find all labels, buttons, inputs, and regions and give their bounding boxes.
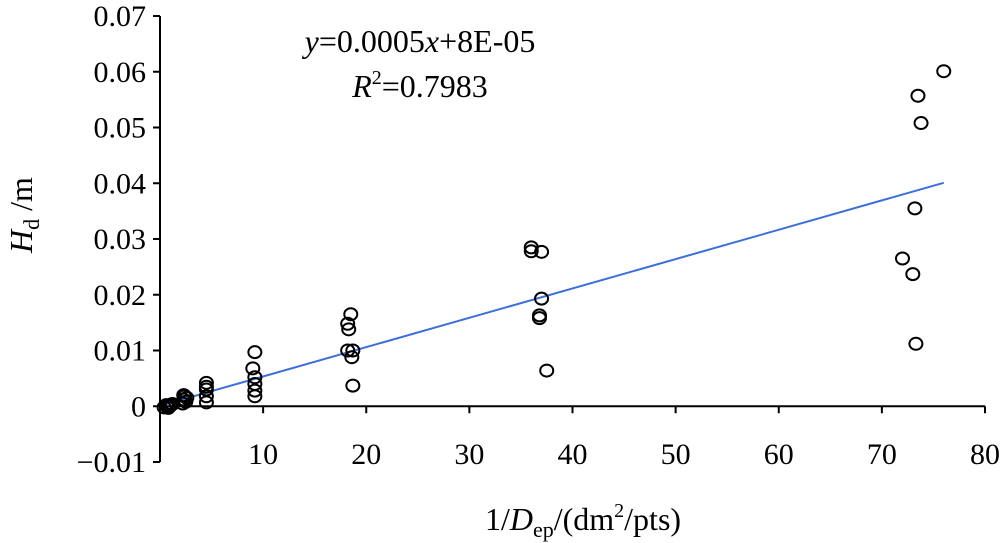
data-point (198, 389, 214, 404)
trend-equation: y=0.0005x+8E-05 (302, 23, 536, 59)
y-tick-marks (153, 15, 160, 463)
data-point (176, 388, 192, 403)
data-point (198, 375, 214, 390)
data-point (345, 343, 361, 358)
x-axis-title: 1/Dep/(dm2/pts) (485, 500, 681, 542)
y-tick-label: 0.05 (94, 112, 147, 145)
trendline (159, 181, 945, 407)
x-tick-label: 80 (970, 438, 1000, 471)
data-point (534, 244, 550, 259)
data-point (340, 316, 356, 331)
data-point (910, 88, 926, 103)
data-point (247, 345, 263, 360)
data-point (908, 336, 924, 351)
x-tick-label: 40 (558, 438, 588, 471)
data-point (905, 267, 921, 282)
data-point (532, 311, 547, 326)
data-point (247, 383, 263, 398)
x-tick-label: 10 (248, 438, 278, 471)
data-point (247, 370, 263, 385)
data-point (895, 251, 910, 266)
x-tick-marks (159, 406, 986, 414)
r-squared-label: R2=0.7983 (351, 67, 488, 104)
data-point (341, 322, 357, 337)
y-tick-label: 0.07 (94, 0, 147, 33)
y-tick-label: −0.01 (77, 446, 146, 479)
data-point (523, 244, 539, 259)
data-point (913, 116, 929, 131)
data-point (936, 64, 952, 79)
data-point (534, 291, 550, 306)
x-tick-label: 30 (454, 438, 484, 471)
x-tick-label: 20 (351, 438, 381, 471)
data-point (344, 350, 360, 365)
data-point (198, 395, 214, 410)
y-tick-label: 0 (131, 390, 146, 423)
x-tick-label: 60 (764, 438, 794, 471)
y-tick-label: 0.04 (94, 167, 147, 200)
data-point (345, 378, 361, 393)
y-tick-label: 0.03 (94, 223, 147, 256)
y-axis-title: Hd /m (3, 177, 44, 254)
y-tick-labels: −0.01 0 0.01 0.02 0.03 0.04 0.05 0.06 0.07 (77, 0, 146, 479)
x-tick-labels: 10 20 30 40 50 60 70 80 (248, 438, 1000, 471)
y-tick-label: 0.01 (94, 335, 147, 368)
data-point (179, 390, 195, 405)
y-tick-label: 0.06 (94, 56, 147, 89)
x-tick-label: 70 (867, 438, 897, 471)
data-point (163, 397, 179, 412)
data-point (539, 363, 555, 378)
data-point (907, 201, 923, 216)
y-tick-label: 0.02 (94, 279, 147, 312)
x-tick-label: 50 (661, 438, 691, 471)
data-point (340, 343, 356, 358)
data-point (343, 307, 359, 322)
data-point (245, 361, 261, 376)
data-point (247, 389, 263, 404)
data-points (156, 64, 952, 415)
